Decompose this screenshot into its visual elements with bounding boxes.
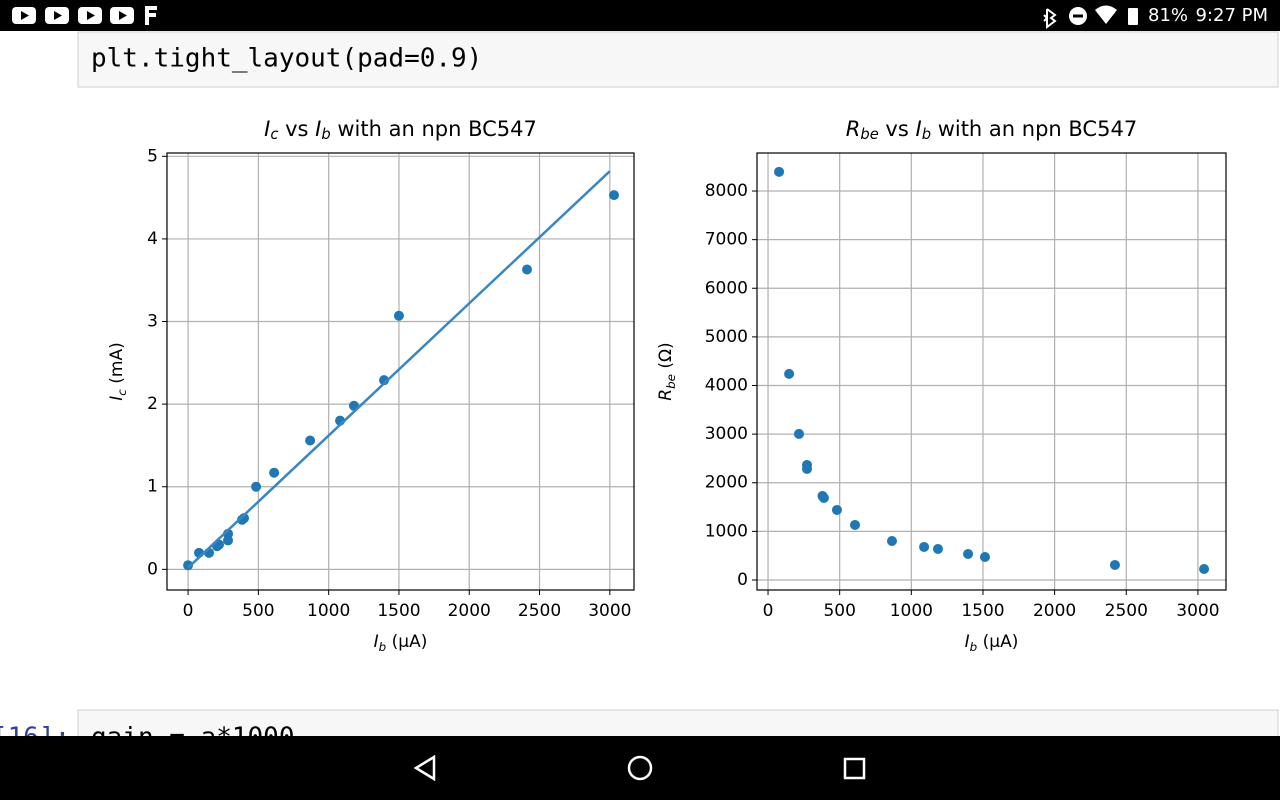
x-tick-label: 2000 <box>448 601 491 621</box>
y-tick-label: 2 <box>147 394 158 414</box>
scatter-point <box>269 467 280 478</box>
x-tick-label: 1000 <box>890 601 933 621</box>
plot-frame <box>756 152 1227 591</box>
y-tick-label: 5000 <box>705 327 748 347</box>
x-tick-label: 500 <box>242 601 274 621</box>
scatter-point <box>919 541 930 552</box>
code-text: plt.tight_layout(pad=0.9) <box>91 44 482 74</box>
scatter-point <box>963 548 974 559</box>
x-tick-label: 2000 <box>1033 601 1076 621</box>
scatter-point <box>802 463 813 474</box>
y-tick-label: 3000 <box>705 424 748 444</box>
x-tick-label: 1500 <box>961 601 1004 621</box>
y-tick-label: 3 <box>147 312 158 332</box>
scatter-point <box>609 190 620 201</box>
charts: 0 500 1000 1500 2000 2500 3000 0 1 2 3 4 5 Ic vs Ib w… <box>107 117 1227 654</box>
scatter-point <box>850 519 861 530</box>
scatter-point <box>239 513 250 524</box>
chart-title: Ic vs Ib with an npn BC547 <box>264 117 537 143</box>
x-axis-label: Ib (μA) <box>374 632 428 654</box>
y-tick-label: 4000 <box>705 376 748 396</box>
x-tick-label: 500 <box>823 601 855 621</box>
back-button[interactable] <box>413 754 436 782</box>
scatter-point <box>1199 563 1210 574</box>
scatter-point <box>183 560 194 571</box>
x-tick-label: 0 <box>763 601 774 621</box>
y-tick-label: 2000 <box>705 473 748 493</box>
battery-level: 81% <box>1148 5 1188 26</box>
x-tick-label: 2500 <box>1105 601 1148 621</box>
y-tick-label: 1000 <box>705 521 748 541</box>
y-tick-label: 8000 <box>705 181 748 201</box>
scatter-point <box>831 504 842 515</box>
scatter-point <box>522 264 533 275</box>
scatter-point <box>818 492 829 503</box>
chart-title: Rbe vs Ib with an npn BC547 <box>846 117 1137 143</box>
recents-button[interactable] <box>843 757 866 780</box>
scatter-point <box>305 435 316 446</box>
scatter-point <box>251 481 262 492</box>
y-tick-label: 0 <box>737 570 748 590</box>
y-tick-label: 0 <box>147 559 158 579</box>
plot-frame <box>166 152 635 591</box>
scatter-point <box>784 368 795 379</box>
fit-line <box>187 170 611 569</box>
scatter-point <box>886 535 897 546</box>
y-tick-label: 5 <box>147 146 158 166</box>
home-button[interactable] <box>627 755 653 781</box>
x-tick-label: 1000 <box>307 601 350 621</box>
scatter-point <box>979 551 990 562</box>
x-axis-label: Ib (μA) <box>965 632 1019 654</box>
x-tick-label: 0 <box>183 601 194 621</box>
system-icons <box>1043 5 1138 29</box>
clock: 9:27 PM <box>1195 5 1268 26</box>
x-tick-label: 2500 <box>518 601 561 621</box>
x-tick-label: 3000 <box>588 601 631 621</box>
scatter-point <box>223 535 234 546</box>
scatter-point <box>393 310 404 321</box>
status-bar <box>0 0 1280 31</box>
y-tick-label: 4 <box>147 229 158 249</box>
x-tick-label: 1500 <box>377 601 420 621</box>
scatter-point <box>932 543 943 554</box>
y-tick-label: 6000 <box>705 278 748 298</box>
y-axis-label: Rbe (Ω) <box>656 342 678 400</box>
scatter-point <box>774 166 785 177</box>
y-tick-label: 1 <box>147 477 158 497</box>
scatter-point <box>793 428 804 439</box>
y-tick-label: 7000 <box>705 230 748 250</box>
nav-bar <box>0 736 1280 800</box>
code-cell[interactable] <box>77 31 1279 88</box>
scatter-point <box>1109 559 1120 570</box>
y-axis-label: Ic (mA) <box>107 342 129 400</box>
x-tick-label: 3000 <box>1176 601 1219 621</box>
